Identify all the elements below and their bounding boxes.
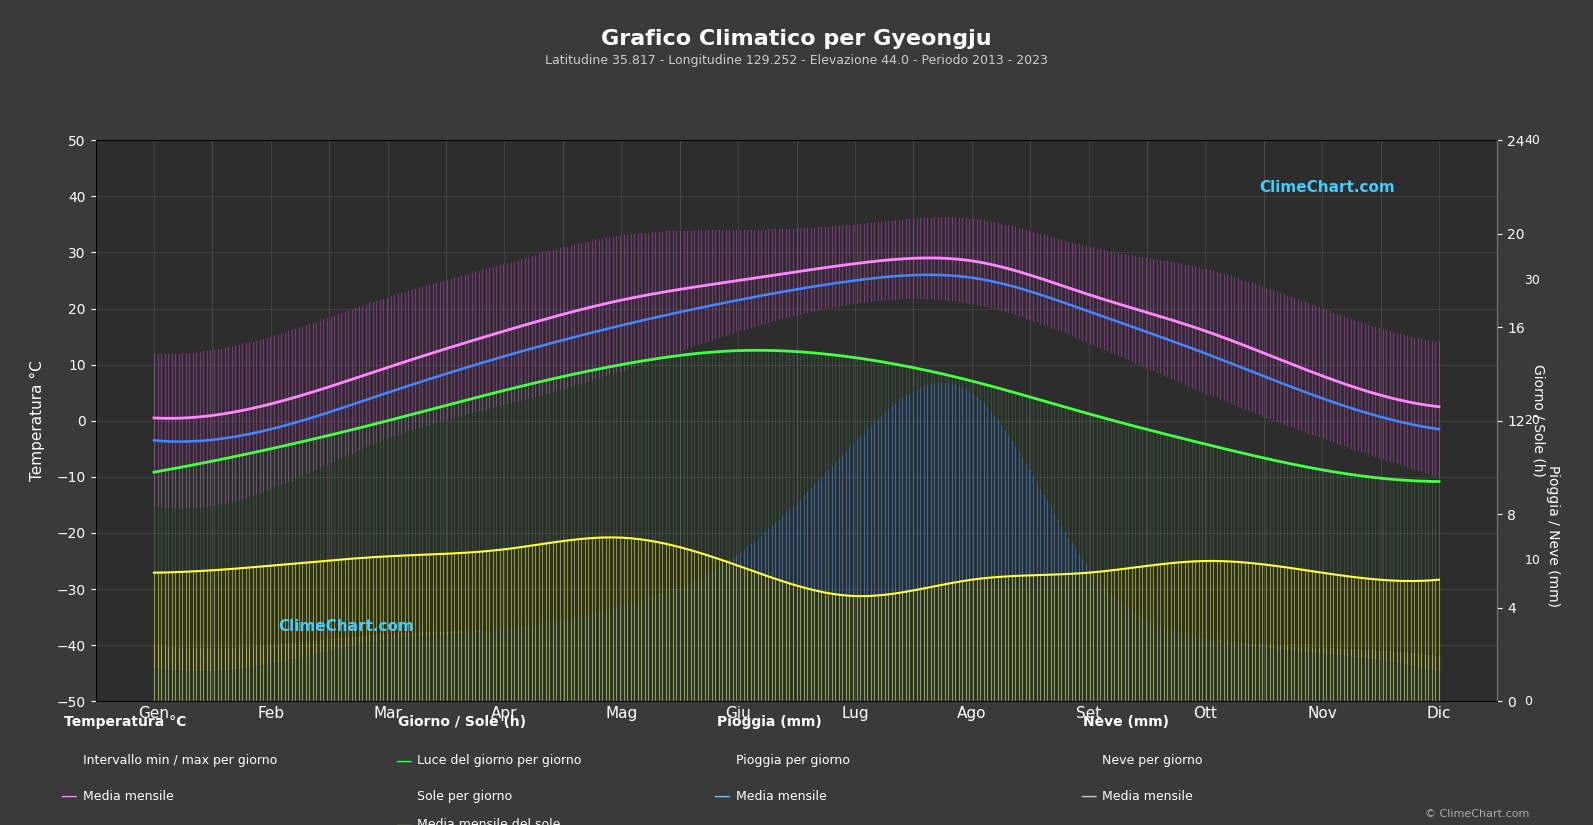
Text: Pioggia / Neve (mm): Pioggia / Neve (mm) — [1547, 465, 1560, 607]
Text: Grafico Climatico per Gyeongju: Grafico Climatico per Gyeongju — [601, 29, 992, 49]
Text: ClimeChart.com: ClimeChart.com — [1258, 180, 1395, 195]
Text: —: — — [395, 752, 411, 770]
Text: Intervallo min / max per giorno: Intervallo min / max per giorno — [83, 754, 277, 767]
Text: ClimeChart.com: ClimeChart.com — [277, 619, 414, 634]
Text: 30: 30 — [1525, 274, 1540, 287]
Y-axis label: Giorno / Sole (h): Giorno / Sole (h) — [1532, 365, 1545, 477]
Text: Media mensile: Media mensile — [736, 790, 827, 803]
Text: Sole per giorno: Sole per giorno — [417, 790, 513, 803]
Y-axis label: Temperatura °C: Temperatura °C — [30, 361, 46, 481]
Text: Neve (mm): Neve (mm) — [1083, 715, 1169, 729]
Text: Giorno / Sole (h): Giorno / Sole (h) — [398, 715, 526, 729]
Text: 10: 10 — [1525, 554, 1540, 568]
Text: —: — — [1080, 787, 1096, 805]
Text: Media mensile: Media mensile — [83, 790, 174, 803]
Text: 0: 0 — [1525, 695, 1532, 708]
Text: Neve per giorno: Neve per giorno — [1102, 754, 1203, 767]
Text: —: — — [714, 787, 730, 805]
Text: —: — — [395, 816, 411, 825]
Text: Latitudine 35.817 - Longitudine 129.252 - Elevazione 44.0 - Periodo 2013 - 2023: Latitudine 35.817 - Longitudine 129.252 … — [545, 54, 1048, 67]
Text: 40: 40 — [1525, 134, 1540, 147]
Text: Pioggia (mm): Pioggia (mm) — [717, 715, 822, 729]
Text: —: — — [61, 787, 76, 805]
Text: Pioggia per giorno: Pioggia per giorno — [736, 754, 849, 767]
Text: Media mensile: Media mensile — [1102, 790, 1193, 803]
Text: Media mensile del sole: Media mensile del sole — [417, 818, 561, 825]
Text: 20: 20 — [1525, 414, 1540, 427]
Text: © ClimeChart.com: © ClimeChart.com — [1424, 808, 1529, 818]
Text: Temperatura °C: Temperatura °C — [64, 715, 186, 729]
Text: Luce del giorno per giorno: Luce del giorno per giorno — [417, 754, 581, 767]
